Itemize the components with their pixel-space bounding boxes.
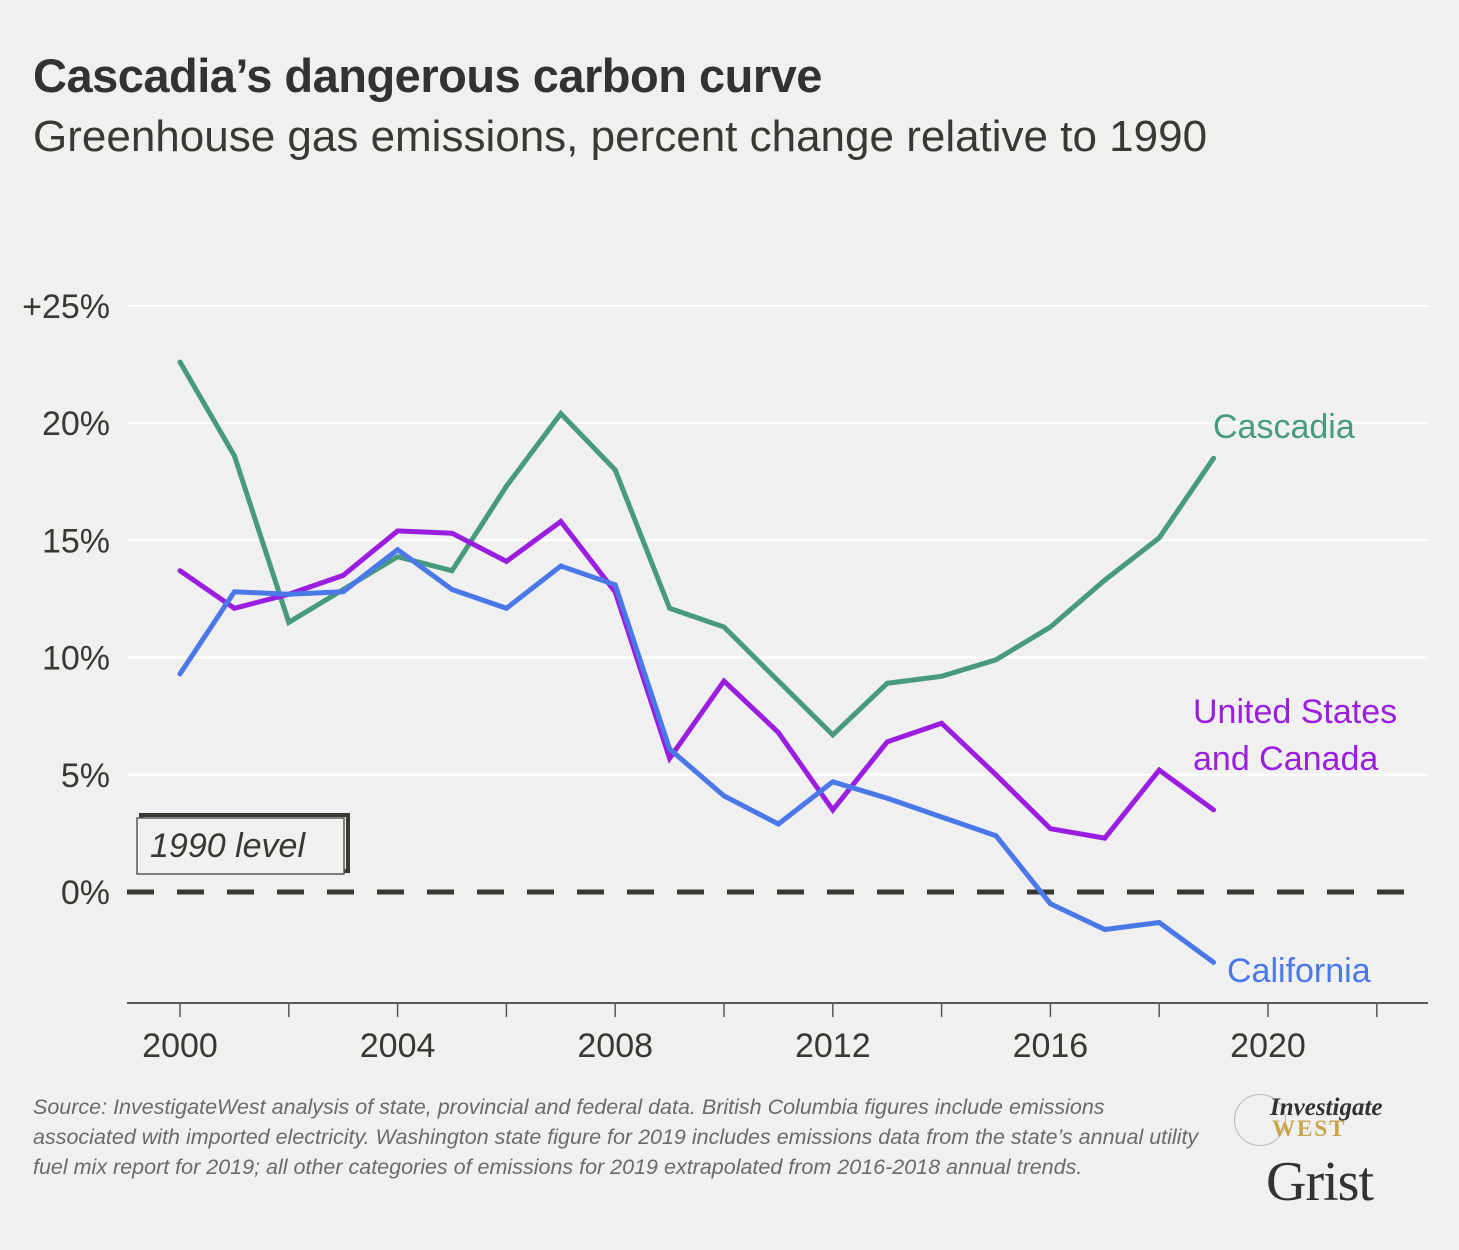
x-axis: 2000 2004 2008 2012 2016 2020 [127,1002,1428,1065]
investigatewest-logo: Investigate WEST [1230,1092,1430,1152]
line-chart: 0%5%10%15%20%+25% 2000 2004 2008 2012 2016 20… [22,288,1428,1065]
compass-icon [1234,1094,1286,1146]
y-tick-label: 0% [61,874,110,912]
series-lines [177,359,1217,965]
y-axis-ticks: 0% 5% 10% 15% 20% +25% [22,288,110,912]
chart-subtitle: Greenhouse gas emissions, percent change… [33,112,1208,161]
x-tick-label: 2000 [142,1027,218,1065]
x-tick-label: 2004 [360,1027,436,1065]
gridlines [127,304,1428,776]
source-footnote: Source: InvestigateWest analysis of stat… [33,1095,1199,1179]
chart-title: Cascadia’s dangerous carbon curve [33,49,822,102]
x-tick-label: 2016 [1013,1027,1089,1065]
grist-logo: Grist [1266,1151,1374,1213]
x-tick-label: 2012 [795,1027,871,1065]
series-line-united-states-and-canada [177,518,1217,841]
series-label-us-canada-line2: and Canada [1193,740,1378,778]
annotation-box [136,817,345,875]
y-tick-label: 20% [42,405,110,443]
series-labels: Cascadia United States and Canada Californi… [1193,408,1397,990]
investigatewest-logo-top: Investigate [1270,1094,1383,1121]
y-tick-label: +25% [22,288,110,326]
y-tick-label: 10% [42,640,110,678]
investigatewest-logo-bottom: WEST [1272,1116,1347,1141]
series-line-cascadia [177,359,1217,739]
annotation-1990-level: 1990 level [136,813,350,875]
series-label-california: California [1227,952,1371,990]
y-tick-label: 15% [42,522,110,560]
series-label-us-canada-line1: United States [1193,693,1397,731]
x-tick-label: 2008 [577,1027,653,1065]
annotation-text: 1990 level [150,827,306,865]
series-line-california [177,546,1217,965]
series-label-cascadia: Cascadia [1213,408,1355,446]
y-tick-label: 5% [61,757,110,795]
x-tick-label: 2020 [1230,1027,1306,1065]
